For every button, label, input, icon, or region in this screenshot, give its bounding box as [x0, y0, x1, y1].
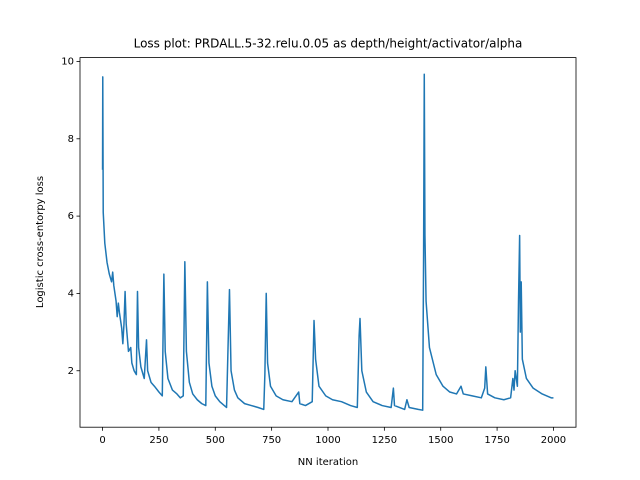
x-tick-label: 0 — [99, 435, 105, 446]
x-tick-label: 2000 — [541, 435, 566, 446]
plot-frame — [79, 57, 577, 428]
x-tick-label: 1500 — [428, 435, 453, 446]
x-tick-label: 1750 — [484, 435, 509, 446]
loss-line — [101, 73, 554, 411]
y-tick-label: 8 — [68, 134, 74, 145]
x-tick-label: 750 — [262, 435, 281, 446]
x-tick-label: 1000 — [315, 435, 340, 446]
y-tick-label: 4 — [68, 288, 74, 299]
y-tick-label: 10 — [61, 56, 74, 67]
x-tick-label: 250 — [149, 435, 168, 446]
chart-title: Loss plot: PRDALL.5-32.relu.0.05 as dept… — [134, 37, 523, 51]
y-tick-label: 6 — [68, 211, 74, 222]
x-axis-label: NN iteration — [298, 457, 358, 468]
x-tick-label: 500 — [206, 435, 225, 446]
x-tick-label: 1250 — [372, 435, 397, 446]
y-axis-label: Logistic cross-entorpy loss — [35, 176, 46, 308]
y-tick-label: 2 — [68, 366, 74, 377]
